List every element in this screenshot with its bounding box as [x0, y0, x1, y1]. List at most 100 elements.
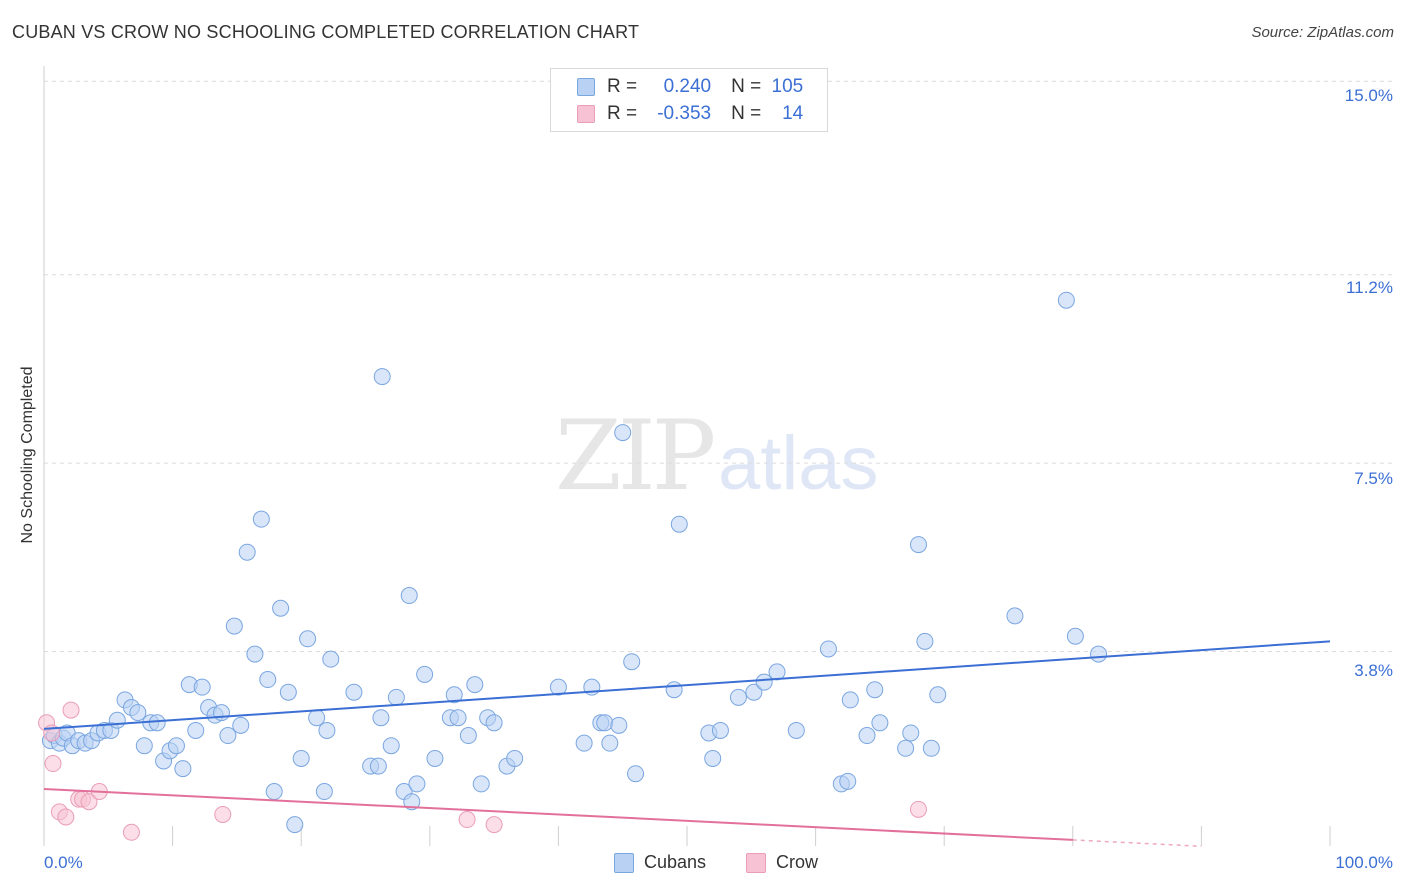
cubans-point-52 [387, 688, 405, 706]
legend-n-label: N = [731, 103, 762, 124]
cubans-point-60 [445, 686, 463, 704]
cubans-point-100 [922, 739, 940, 757]
cubans-point-18 [148, 714, 166, 732]
cubans-point-83 [711, 721, 729, 739]
legend-n-value: 14 [782, 103, 804, 124]
cubans-point-92 [841, 691, 859, 709]
cubans-point-99 [916, 632, 934, 650]
cubans-point-35 [259, 671, 277, 689]
cubans-point-58 [426, 749, 444, 767]
cubans-point-16 [135, 737, 153, 755]
cubans-point-38 [279, 683, 297, 701]
legend-r-label: R = [607, 103, 638, 124]
cubans-point-73 [596, 714, 614, 732]
y-tick-label-11-2: 11.2% [1346, 278, 1393, 297]
cubans-point-64 [472, 775, 490, 793]
y-tick-label-7-5: 7.5% [1354, 469, 1393, 488]
legend-r-value: -0.353 [657, 103, 712, 124]
cubans-point-31 [232, 716, 250, 734]
bottom-legend-label-cubans: Cubans [644, 852, 707, 872]
cubans-point-89 [819, 640, 837, 658]
crow-point-5 [62, 701, 80, 719]
crow-point-13 [485, 816, 503, 834]
cubans-point-97 [902, 724, 920, 742]
y-tick-label-3-8: 3.8% [1354, 661, 1393, 680]
cubans-point-29 [219, 727, 237, 745]
crow-point-11 [214, 805, 232, 823]
chart-title: CUBAN VS CROW NO SCHOOLING COMPLETED COR… [12, 22, 640, 42]
legend: R = 0.240 N = 105 R = -0.353 N = 14 [550, 68, 828, 132]
crow-point-4 [57, 808, 75, 826]
cubans-point-15 [129, 704, 147, 722]
cubans-point-75 [610, 716, 628, 734]
crow-trend-extension [1072, 839, 1202, 848]
bottom-legend-label-crow: Crow [776, 852, 819, 872]
cubans-point-68 [506, 749, 524, 767]
cubans-point-79 [665, 681, 683, 699]
cubans-point-46 [345, 683, 363, 701]
crow-trend-line [43, 787, 1073, 841]
crow-point-10 [122, 823, 140, 841]
cubans-point-98 [909, 536, 927, 554]
crow-point-14 [909, 800, 927, 818]
cubans-point-61 [449, 709, 467, 727]
cubans-point-55 [403, 793, 421, 811]
cubans-point-50 [373, 368, 391, 386]
cubans-point-94 [866, 681, 884, 699]
legend-swatch-crow [577, 105, 595, 123]
cubans-point-48 [369, 757, 387, 775]
cubans-point-82 [704, 749, 722, 767]
cubans-point-24 [187, 721, 205, 739]
cubans-point-63 [466, 676, 484, 694]
cubans-point-40 [292, 749, 310, 767]
cubans-point-28 [212, 704, 230, 722]
cubans-point-78 [627, 765, 645, 783]
y-tick-label-15: 15.0% [1344, 86, 1393, 105]
cubans-point-105 [1090, 645, 1108, 663]
bottom-legend-crow: Crow [746, 852, 818, 873]
cubans-point-57 [416, 665, 434, 683]
cubans-point-56 [408, 775, 426, 793]
x-tick-label-max: 100.0% [1335, 853, 1393, 872]
cubans-point-87 [768, 663, 786, 681]
cubans-point-37 [272, 599, 290, 617]
source-label: Source: ZipAtlas.com [1251, 24, 1394, 41]
cubans-point-88 [787, 721, 805, 739]
bottom-legend-swatch-crow [746, 852, 766, 873]
cubans-point-36 [265, 783, 283, 801]
legend-r-value: 0.240 [663, 76, 712, 97]
legend-n-label: N = [731, 76, 762, 97]
cubans-point-76 [614, 424, 632, 442]
cubans-point-45 [322, 650, 340, 668]
cubans-point-66 [485, 714, 503, 732]
cubans-point-30 [225, 617, 243, 635]
crow-point-12 [458, 811, 476, 829]
cubans-point-62 [459, 727, 477, 745]
cubans-point-39 [286, 816, 304, 834]
cubans-point-80 [670, 515, 688, 533]
cubans-point-74 [601, 734, 619, 752]
cubans-point-44 [318, 721, 336, 739]
cubans-point-77 [623, 653, 641, 671]
bottom-legend-swatch-cubans [614, 852, 634, 873]
cubans-point-85 [745, 683, 763, 701]
cubans-point-49 [372, 709, 390, 727]
cubans-point-70 [575, 734, 593, 752]
cubans-point-33 [246, 645, 264, 663]
cubans-point-84 [729, 688, 747, 706]
cubans-point-41 [299, 630, 317, 648]
cubans-point-34 [252, 510, 270, 528]
cubans-point-32 [238, 543, 256, 561]
cubans-point-22 [174, 760, 192, 778]
cubans-point-51 [382, 737, 400, 755]
cubans-point-102 [1006, 607, 1024, 625]
cubans-point-86 [755, 673, 773, 691]
cubans-point-95 [871, 714, 889, 732]
cubans-point-42 [308, 709, 326, 727]
x-tick-label-min: 0.0% [44, 853, 83, 872]
y-axis-label: No Schooling Completed [19, 366, 36, 544]
legend-row-cubans: R = 0.240 N = 105 [577, 74, 803, 100]
cubans-point-103 [1057, 291, 1075, 309]
watermark-zip: ZIP [555, 400, 716, 512]
